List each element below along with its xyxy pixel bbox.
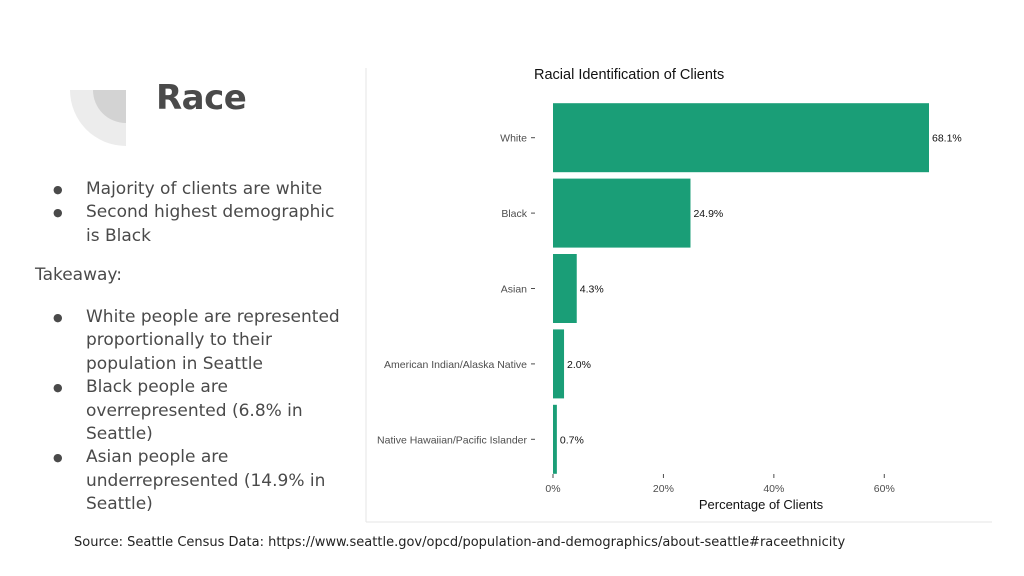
category-label: Native Hawaiian/Pacific Islander bbox=[377, 434, 527, 446]
x-tick-label: 40% bbox=[763, 483, 784, 495]
takeaway-bullets: White people are represented proportiona… bbox=[53, 306, 344, 517]
data-label: 24.9% bbox=[693, 208, 723, 220]
bullet-item: Asian people are underrepresented (14.9%… bbox=[53, 446, 344, 516]
summary-bullets: Majority of clients are white Second hig… bbox=[53, 178, 344, 248]
x-axis-label: Percentage of Clients bbox=[699, 497, 824, 512]
race-bar-chart: Racial Identification of Clients White 68.… bbox=[365, 67, 992, 523]
x-tick-label: 20% bbox=[653, 483, 674, 495]
bullet-item: Second highest demographic is Black bbox=[53, 201, 344, 248]
source-citation: Source: Seattle Census Data: https://www… bbox=[74, 535, 846, 550]
data-label: 4.3% bbox=[580, 284, 604, 296]
chart-title: Racial Identification of Clients bbox=[534, 67, 724, 83]
bar bbox=[553, 178, 691, 248]
bar bbox=[553, 103, 929, 173]
data-label: 2.0% bbox=[567, 359, 591, 371]
x-tick-label: 60% bbox=[874, 483, 895, 495]
category-label: American Indian/Alaska Native bbox=[384, 359, 527, 371]
data-label: 0.7% bbox=[560, 434, 584, 446]
category-label: White bbox=[500, 133, 527, 145]
bar bbox=[553, 329, 565, 399]
inner-arc-shape bbox=[93, 90, 126, 123]
takeaway-label: Takeaway: bbox=[35, 265, 122, 285]
x-tick-label: 0% bbox=[545, 483, 560, 495]
bullet-item: White people are represented proportiona… bbox=[53, 306, 344, 376]
bar bbox=[553, 404, 557, 474]
bar bbox=[553, 254, 577, 323]
decorative-circle-graphic bbox=[70, 90, 126, 146]
bullet-item: Majority of clients are white bbox=[53, 178, 344, 202]
category-label: Asian bbox=[501, 284, 527, 296]
slide-title: Race bbox=[156, 78, 247, 118]
bullet-item: Black people are overrepresented (6.8% i… bbox=[53, 376, 344, 446]
data-label: 68.1% bbox=[932, 133, 962, 145]
category-label: Black bbox=[501, 208, 527, 220]
